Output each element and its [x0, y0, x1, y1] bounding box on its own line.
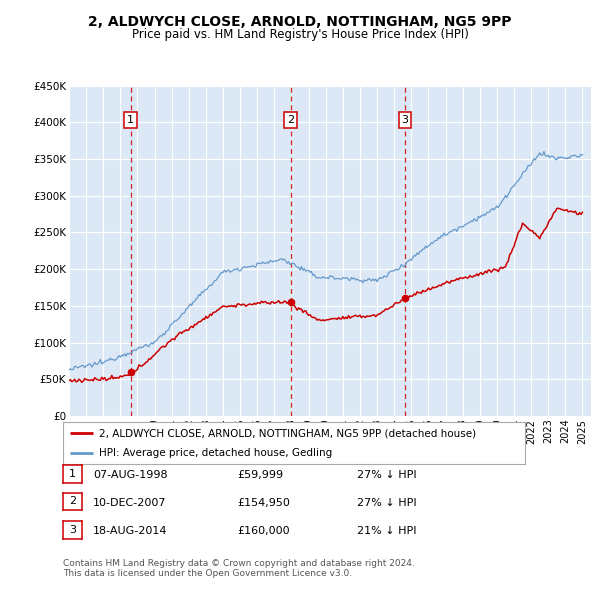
Text: 10-DEC-2007: 10-DEC-2007: [93, 498, 167, 507]
Text: Contains HM Land Registry data © Crown copyright and database right 2024.: Contains HM Land Registry data © Crown c…: [63, 559, 415, 568]
Text: 27% ↓ HPI: 27% ↓ HPI: [357, 470, 416, 480]
Text: £160,000: £160,000: [237, 526, 290, 536]
Text: 2: 2: [69, 497, 76, 506]
Text: This data is licensed under the Open Government Licence v3.0.: This data is licensed under the Open Gov…: [63, 569, 352, 578]
Text: £59,999: £59,999: [237, 470, 283, 480]
Text: 2: 2: [287, 115, 294, 125]
Text: HPI: Average price, detached house, Gedling: HPI: Average price, detached house, Gedl…: [99, 448, 332, 458]
Text: 3: 3: [401, 115, 408, 125]
Text: 21% ↓ HPI: 21% ↓ HPI: [357, 526, 416, 536]
Text: 1: 1: [127, 115, 134, 125]
Text: £154,950: £154,950: [237, 498, 290, 507]
Text: 18-AUG-2014: 18-AUG-2014: [93, 526, 167, 536]
Text: 2, ALDWYCH CLOSE, ARNOLD, NOTTINGHAM, NG5 9PP (detached house): 2, ALDWYCH CLOSE, ARNOLD, NOTTINGHAM, NG…: [99, 428, 476, 438]
Text: 27% ↓ HPI: 27% ↓ HPI: [357, 498, 416, 507]
Text: 07-AUG-1998: 07-AUG-1998: [93, 470, 167, 480]
Text: 1: 1: [69, 469, 76, 478]
Text: 2, ALDWYCH CLOSE, ARNOLD, NOTTINGHAM, NG5 9PP: 2, ALDWYCH CLOSE, ARNOLD, NOTTINGHAM, NG…: [88, 15, 512, 29]
Text: 3: 3: [69, 525, 76, 535]
Text: Price paid vs. HM Land Registry's House Price Index (HPI): Price paid vs. HM Land Registry's House …: [131, 28, 469, 41]
